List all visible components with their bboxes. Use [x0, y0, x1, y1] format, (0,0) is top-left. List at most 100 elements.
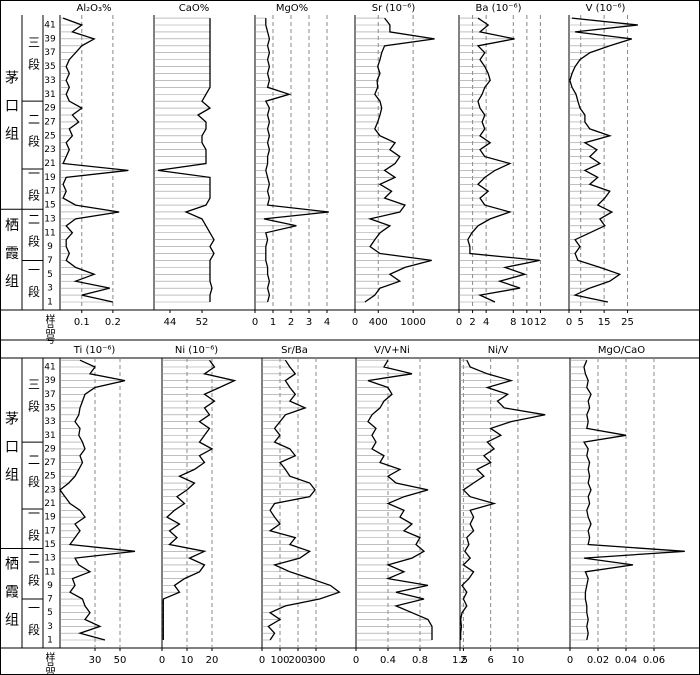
sample-label: 17 [44, 187, 55, 197]
sample-label: 29 [44, 444, 56, 454]
x-tick-label: 0 [352, 317, 358, 328]
formation-label: 茅口组 [3, 70, 19, 154]
sample-label: 3 [47, 622, 53, 632]
sample-label: 39 [44, 376, 56, 386]
profile-line [582, 359, 685, 641]
sample-label: 15 [44, 540, 55, 550]
x-tick-label: 200 [288, 655, 307, 666]
member-label: 一段 [27, 263, 41, 307]
x-tick-label: 20 [206, 655, 219, 666]
x-tick-label: 8 [510, 317, 516, 328]
member-label: 二段 [27, 552, 41, 596]
profile-line [569, 17, 638, 303]
member-label: 二段 [27, 213, 41, 257]
panel-title: Ba (10⁻⁶) [476, 3, 522, 14]
x-tick-label: 5 [578, 317, 584, 328]
x-tick-label: 1000 [400, 317, 425, 328]
sample-label: 5 [47, 270, 53, 280]
x-tick-label: 10 [512, 655, 525, 666]
member-label: 一段 [27, 167, 41, 211]
x-tick-label: 2 [469, 317, 475, 328]
panel-title: Al₂O₃% [76, 3, 111, 14]
panel-title: CaO% [179, 3, 209, 14]
panel-title: Sr/Ba [281, 345, 308, 356]
x-tick-label: 15 [598, 317, 611, 328]
sample-label: 35 [44, 62, 55, 72]
sample-label: 1 [47, 298, 53, 308]
sample-label: 41 [44, 363, 55, 373]
panel-title: Sr (10⁻⁶) [372, 3, 416, 14]
sample-label: 29 [44, 104, 56, 114]
sample-label: 25 [44, 472, 55, 482]
profile-line [467, 17, 540, 303]
sample-label: 23 [44, 145, 55, 155]
x-tick-label: 0.8 [412, 655, 428, 666]
x-tick-label: 10 [520, 317, 533, 328]
sample-label: 25 [44, 131, 55, 141]
formation-label: 栖霞组 [3, 556, 19, 640]
sample-label: 31 [44, 90, 55, 100]
sample-label: 21 [44, 499, 55, 509]
sample-label: 35 [44, 403, 55, 413]
x-tick-label: 50 [114, 655, 127, 666]
formation-label: 栖霞组 [3, 218, 19, 302]
profile-line [59, 359, 136, 641]
sample-label: 3 [47, 284, 53, 294]
sample-label: 19 [44, 513, 56, 523]
x-tick-label: 0 [259, 655, 265, 666]
panel-title: V (10⁻⁶) [586, 3, 626, 14]
member-label: 二段 [27, 113, 41, 157]
panel-title: V/V+Ni [374, 345, 410, 356]
sample-axis-title: 样品号 [43, 651, 55, 675]
profile-line [62, 17, 129, 303]
x-tick-label: 0.4 [380, 655, 396, 666]
x-tick-label: 12 [534, 317, 547, 328]
formation-label: 茅口组 [3, 411, 19, 495]
sample-label: 37 [44, 48, 55, 58]
member-label: 二段 [27, 454, 41, 498]
x-tick-label: 1 [270, 317, 276, 328]
x-tick-label: 4 [324, 317, 330, 328]
panel-title: Ni (10⁻⁶) [175, 345, 218, 356]
x-tick-label: 10 [181, 655, 194, 666]
member-label: 三段 [27, 36, 41, 80]
profile-line [157, 18, 215, 302]
x-tick-label: 400 [369, 317, 388, 328]
x-tick-label: 0 [456, 317, 462, 328]
x-tick-label: 6 [487, 655, 493, 666]
sample-label: 9 [47, 581, 53, 591]
x-tick-label: 30 [89, 655, 102, 666]
sample-label: 11 [44, 567, 55, 577]
x-tick-label: 25 [621, 317, 634, 328]
sample-label: 15 [44, 201, 55, 211]
x-tick-label: 3 [306, 317, 312, 328]
panel-title: Ni/V [488, 345, 509, 356]
sample-label: 17 [44, 526, 55, 536]
sample-label: 21 [44, 159, 55, 169]
x-tick-label: 52 [196, 317, 209, 328]
sample-label: 7 [47, 595, 53, 605]
panel-title: MgO% [276, 3, 308, 14]
x-tick-label: 0.02 [587, 655, 609, 666]
panel-title: Ti (10⁻⁶) [73, 345, 116, 356]
member-label: 三段 [27, 378, 41, 422]
x-tick-label: 4 [483, 317, 489, 328]
x-tick-label: 0 [567, 655, 573, 666]
x-tick-label: 2 [460, 655, 466, 666]
member-label: 一段 [27, 507, 41, 551]
x-tick-label: 0 [252, 317, 258, 328]
sample-label: 13 [44, 554, 55, 564]
sample-label: 27 [44, 117, 55, 127]
profile-line [162, 359, 237, 640]
sample-label: 41 [44, 21, 55, 31]
sample-label: 9 [47, 242, 53, 252]
member-label: 一段 [27, 602, 41, 646]
profile-line [367, 359, 433, 640]
panel-title: MgO/CaO [598, 345, 645, 356]
profile-line [263, 18, 329, 303]
sample-label: 19 [44, 173, 56, 183]
sample-label: 5 [47, 608, 53, 618]
sample-label: 23 [44, 485, 55, 495]
x-tick-label: 0.04 [615, 655, 637, 666]
